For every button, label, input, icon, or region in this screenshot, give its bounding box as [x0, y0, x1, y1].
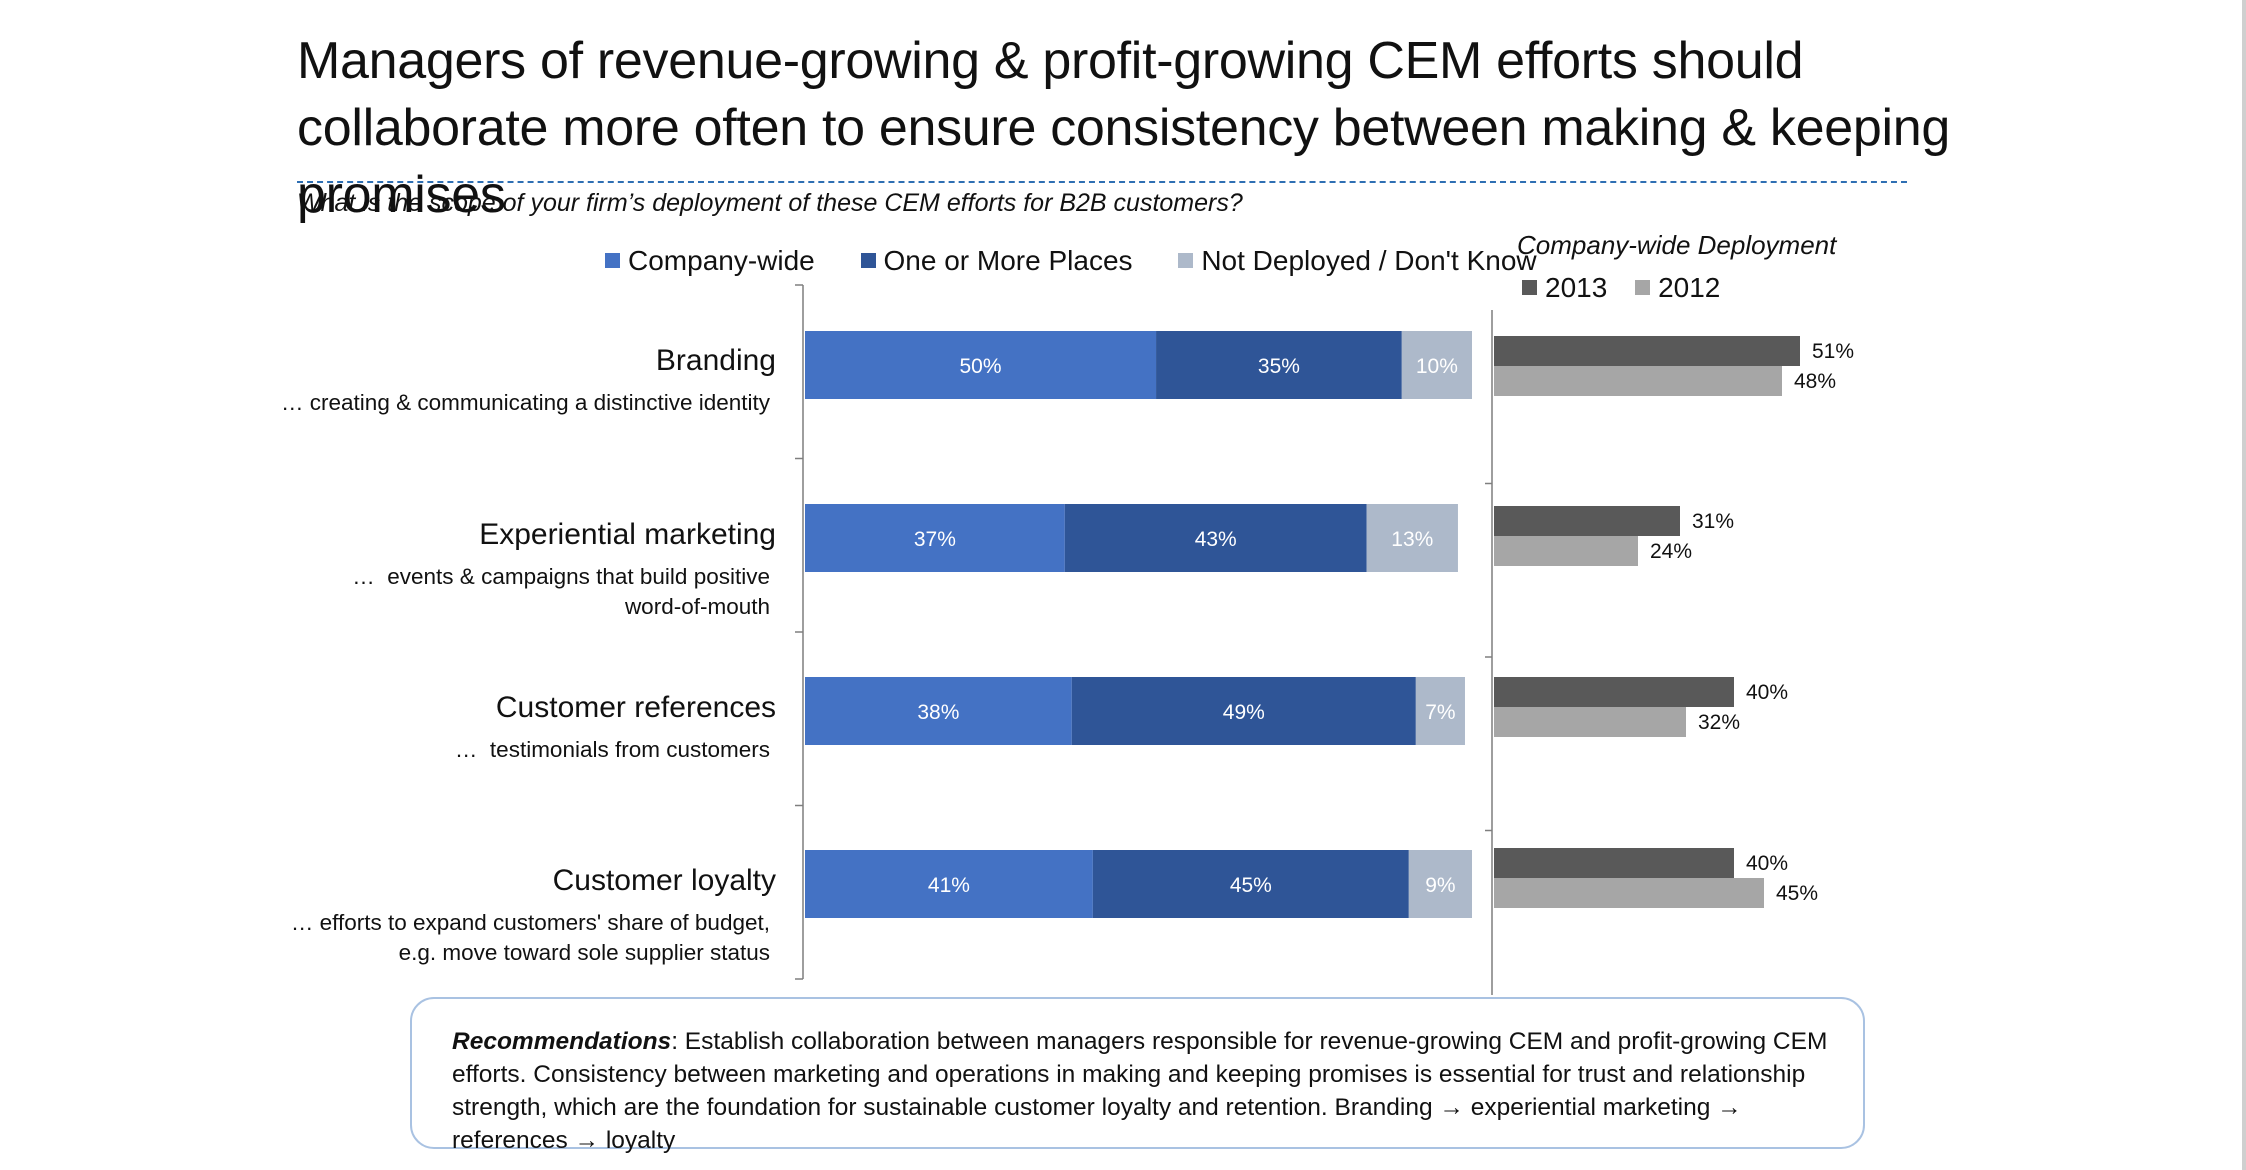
stacked-bar-segment [1408, 850, 1472, 918]
comparison-bar [1494, 848, 1734, 878]
category-description: … creating & communicating a distinctive… [281, 390, 770, 415]
bar-value-label: 49% [1223, 701, 1265, 724]
category-description: … testimonials from customers [454, 737, 770, 762]
bar-value-label: 45% [1230, 874, 1272, 897]
stacked-bar-segment [1366, 504, 1458, 572]
legend-swatch [605, 253, 620, 268]
comparison-bar [1494, 366, 1782, 396]
bar-value-label: 10% [1416, 355, 1458, 378]
stacked-bar-segment [805, 331, 1157, 399]
bar-value-label: 41% [928, 874, 970, 897]
legend-item-2013: 2013 [1522, 272, 1607, 304]
slide-edge [2242, 0, 2246, 1170]
legend-label: One or More Places [883, 244, 1133, 276]
legend-item-one-or-more-places: One or More Places [860, 244, 1133, 277]
comparison-bar [1494, 878, 1764, 908]
charts-canvas: 50% 35% 10% 37% 43% 13% 38% 49% 7% 41% 45% 9% 51% 48%… [795, 284, 1854, 995]
category-name: Branding [655, 344, 776, 377]
comparison-bar [1494, 506, 1680, 536]
stacked-bar-segment [1156, 331, 1402, 399]
comparison-bar [1494, 336, 1800, 366]
stacked-bar-segment [805, 504, 1065, 572]
stacked-bar-segment [1415, 677, 1465, 745]
bar-value-label: 35% [1258, 355, 1300, 378]
right-chart-title: Company-wide Deployment [1517, 230, 1837, 260]
category-description: … events & campaigns that build positive… [352, 564, 770, 619]
legend-item-company-wide: Company-wide [605, 245, 815, 277]
legend-label: Not Deployed / Don't Know [1201, 244, 1537, 276]
bar-value-label: 24% [1650, 540, 1692, 563]
bar-value-label: 51% [1812, 340, 1854, 363]
stacked-bar-segment [1092, 850, 1409, 918]
stacked-bar-segment [805, 677, 1072, 745]
legend-label: 2013 [1545, 271, 1608, 303]
legend-label: Company-wide [628, 244, 815, 276]
bar-value-label: 38% [917, 701, 959, 724]
bar-value-label: 50% [960, 355, 1002, 378]
bar-value-label: 7% [1425, 701, 1455, 724]
comparison-bar [1494, 677, 1734, 707]
recommendation-body: : Establish collaboration between manage… [452, 1028, 1828, 1154]
recommendation-label: Recommendations [452, 1028, 672, 1055]
title-divider [297, 181, 1907, 183]
page-title: Managers of revenue-growing & profit-gro… [297, 32, 1950, 224]
category-description: … efforts to expand customers' share of … [290, 910, 770, 965]
stacked-bar-segment [805, 850, 1093, 918]
legend-swatch [1178, 253, 1194, 268]
bar-value-label: 40% [1746, 681, 1788, 704]
bar-value-label: 37% [914, 528, 956, 551]
bar-value-label: 43% [1195, 528, 1237, 551]
bar-value-label: 31% [1692, 510, 1734, 533]
bar-value-label: 9% [1425, 874, 1455, 897]
bar-value-label: 45% [1776, 882, 1818, 905]
category-name: Customer loyalty [552, 864, 776, 897]
legend-swatch [1635, 280, 1651, 295]
bar-value-label: 32% [1698, 711, 1740, 734]
recommendation-text: Recommendations: Establish collaboration… [452, 1025, 1842, 1157]
legend-item-not-deployed: Not Deployed / Don't Know [1178, 244, 1537, 277]
legend-item-2012: 2012 [1635, 272, 1720, 304]
bar-value-label: 13% [1391, 528, 1433, 551]
right-legend: 2013 2012 [1522, 270, 1740, 304]
bar-value-label: 40% [1746, 852, 1788, 875]
main-legend: Company-wide One or More Places Not Depl… [605, 243, 1575, 277]
legend-label: 2012 [1658, 271, 1721, 303]
category-name: Customer references [495, 691, 776, 724]
comparison-bar [1494, 536, 1638, 566]
stacked-bar-segment [1064, 504, 1367, 572]
bar-value-label: 48% [1794, 370, 1836, 393]
survey-question: What is the scope of your firm’s deploym… [297, 189, 1243, 217]
legend-swatch [1522, 280, 1537, 295]
stacked-bar-segment [1071, 677, 1416, 745]
comparison-bar [1494, 707, 1686, 737]
category-name: Experiential marketing [479, 518, 776, 551]
stacked-bar-segment [1401, 331, 1472, 399]
legend-swatch [860, 253, 876, 268]
recommendation-box [410, 997, 1865, 1149]
